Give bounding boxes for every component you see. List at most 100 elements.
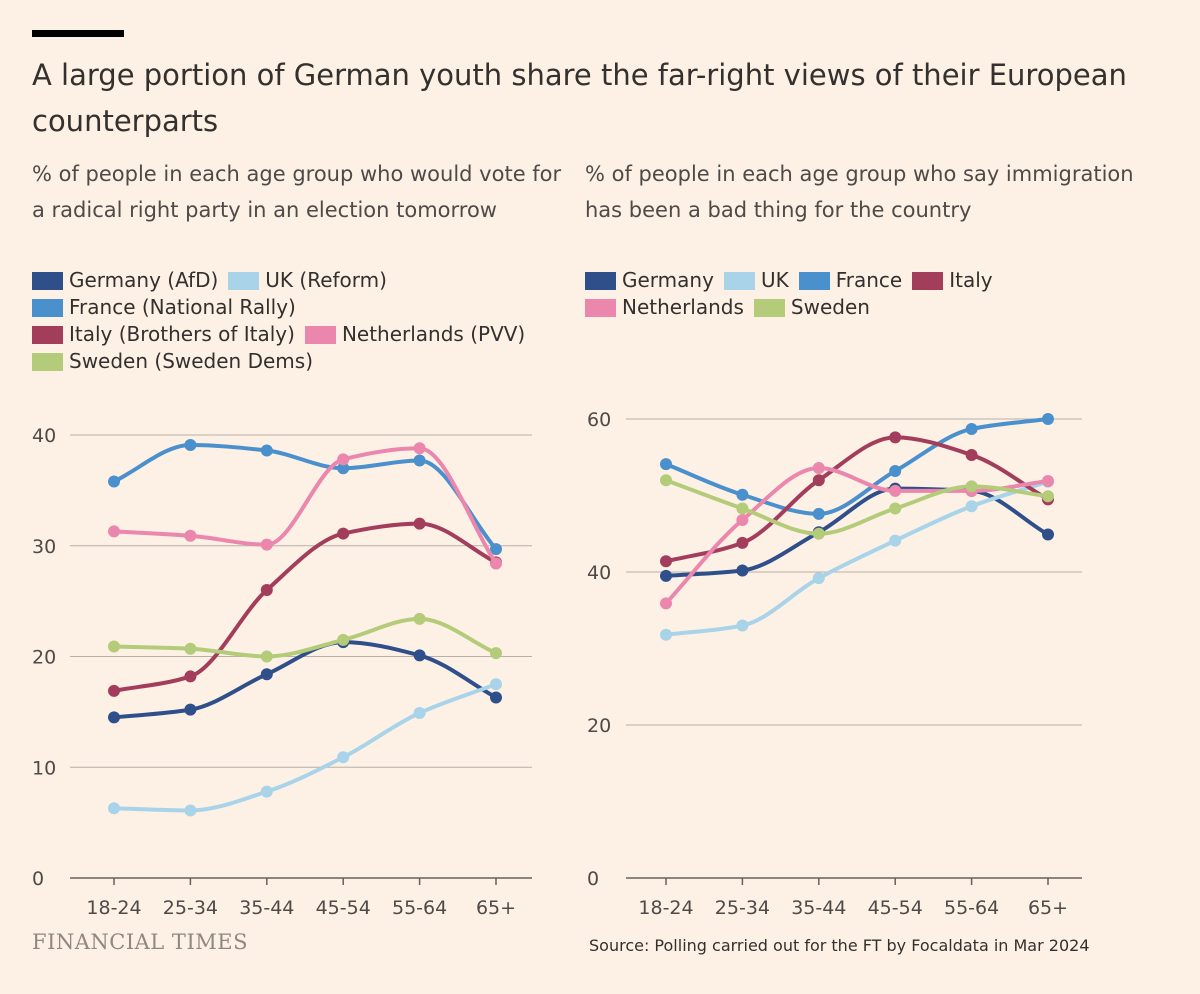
- legend-label: UK: [760, 268, 789, 292]
- legend-row: France (National Rally): [32, 294, 572, 321]
- left-x-tick-label: 65+: [476, 897, 516, 919]
- left-point-netherlands-pvv-55-64: [413, 442, 426, 455]
- legend-item-italy-brothers-of-italy: Italy (Brothers of Italy): [32, 321, 295, 348]
- legend-label: France: [835, 268, 903, 292]
- legend-label: France (National Rally): [69, 295, 296, 319]
- right-line-chart: 0 20 40 60 18-24 25-34 35-44 45-54 55-64 65+: [587, 409, 1082, 919]
- legend-item-sweden: Sweden: [753, 294, 870, 321]
- legend-swatch: [912, 271, 944, 290]
- right-point-sweden-45-54: [889, 502, 902, 515]
- legend-swatch: [32, 325, 63, 344]
- left-y-tick-label: 20: [32, 647, 56, 669]
- right-series-netherlands: [660, 461, 1054, 610]
- legend-label: Netherlands: [622, 295, 744, 319]
- left-x-tick-label: 18-24: [86, 897, 141, 919]
- left-x-tick-label: 45-54: [316, 897, 371, 919]
- left-point-france-national-rally-55-64: [413, 454, 426, 467]
- left-chart-legend: Germany (AfD) UK (Reform) France (National…: [32, 267, 572, 375]
- left-point-germany-afd-55-64: [413, 649, 426, 662]
- right-x-tick-label: 35-44: [791, 897, 846, 919]
- legend-item-netherlands-pvv: Netherlands (PVV): [304, 321, 526, 348]
- legend-label: UK (Reform): [265, 268, 387, 292]
- left-point-netherlands-pvv-65+: [490, 557, 502, 570]
- right-chart-legend: Germany UK France Italy Netherlands Sweden: [585, 267, 1105, 321]
- left-x-tick-label: 35-44: [239, 897, 294, 919]
- left-line-italy-brothers-of-italy: [112, 521, 498, 693]
- left-point-uk-reform-35-44: [260, 785, 273, 798]
- left-point-italy-brothers-of-italy-35-44: [260, 584, 273, 597]
- left-point-france-national-rally-45-54: [337, 462, 350, 475]
- legend-swatch: [32, 298, 63, 317]
- left-y-tick-label: 30: [32, 536, 56, 558]
- left-point-uk-reform-18-24: [108, 802, 120, 815]
- legend-swatch: [798, 271, 830, 290]
- right-point-sweden-18-24: [660, 474, 672, 487]
- right-point-france-35-44: [812, 507, 825, 520]
- left-y-tick-label: 0: [32, 868, 44, 890]
- right-y-tick-label: 60: [587, 409, 611, 431]
- right-point-france-25-34: [736, 488, 749, 501]
- left-point-france-national-rally-25-34: [184, 438, 197, 451]
- right-point-sweden-35-44: [812, 527, 825, 540]
- right-x-tick-label: 18-24: [638, 897, 693, 919]
- left-x-tick-label: 55-64: [392, 897, 447, 919]
- right-point-germany-65+: [1042, 528, 1054, 541]
- right-point-netherlands-25-34: [736, 513, 749, 526]
- right-y-tick-label: 0: [587, 868, 599, 890]
- left-point-netherlands-pvv-18-24: [108, 525, 120, 538]
- legend-row: Netherlands Sweden: [585, 294, 1105, 321]
- legend-item-sweden-sweden-dems: Sweden (Sweden Dems): [32, 348, 313, 375]
- legend-label: Italy: [949, 268, 993, 292]
- legend-swatch: [304, 325, 336, 344]
- legend-swatch: [32, 352, 63, 371]
- right-point-uk-55-64: [965, 500, 978, 513]
- left-series-france-national-rally: [108, 438, 502, 556]
- legend-item-uk-reform: UK (Reform): [228, 267, 387, 294]
- left-line-france-national-rally: [112, 442, 498, 552]
- right-point-france-65+: [1042, 413, 1054, 425]
- right-point-france-45-54: [889, 465, 902, 478]
- legend-swatch: [723, 271, 755, 290]
- legend-item-italy: Italy: [912, 267, 993, 294]
- legend-swatch: [228, 271, 260, 290]
- right-y-tick-label: 20: [587, 715, 611, 737]
- left-point-sweden-sweden-dems-65+: [490, 647, 502, 660]
- right-point-italy-55-64: [965, 448, 978, 461]
- left-point-germany-afd-18-24: [108, 711, 120, 724]
- right-point-netherlands-35-44: [812, 461, 825, 474]
- right-chart-subtitle: % of people in each age group who say im…: [585, 162, 1134, 222]
- left-point-france-national-rally-35-44: [260, 444, 273, 457]
- left-point-sweden-sweden-dems-18-24: [108, 640, 120, 653]
- right-point-sweden-65+: [1042, 490, 1054, 503]
- left-point-netherlands-pvv-25-34: [184, 529, 197, 542]
- legend-swatch: [753, 298, 785, 317]
- left-point-uk-reform-45-54: [337, 751, 350, 764]
- right-point-sweden-25-34: [736, 502, 749, 515]
- right-point-sweden-55-64: [965, 480, 978, 493]
- legend-label: Sweden: [790, 295, 870, 319]
- legend-swatch: [585, 271, 616, 290]
- right-series-sweden: [660, 474, 1054, 540]
- legend-label: Germany: [622, 268, 714, 292]
- right-point-italy-45-54: [889, 431, 902, 444]
- legend-item-france-national-rally: France (National Rally): [32, 294, 296, 321]
- legend-row: Sweden (Sweden Dems): [32, 348, 572, 375]
- left-point-france-national-rally-65+: [490, 543, 502, 556]
- right-x-tick-label: 65+: [1028, 897, 1068, 919]
- left-point-germany-afd-65+: [490, 691, 502, 704]
- legend-item-germany-afd: Germany (AfD): [32, 267, 218, 294]
- left-series-italy-brothers-of-italy: [108, 517, 502, 697]
- left-point-germany-afd-35-44: [260, 668, 273, 681]
- left-point-sweden-sweden-dems-55-64: [413, 612, 426, 625]
- right-point-netherlands-18-24: [660, 597, 672, 610]
- left-x-tick-label: 25-34: [163, 897, 218, 919]
- right-point-netherlands-65+: [1042, 474, 1054, 487]
- left-line-uk-reform: [112, 682, 498, 813]
- left-line-chart: 0 10 20 30 40 18-24 25-34 35-44 45-54 55-64 65+: [32, 425, 532, 919]
- left-series-uk-reform: [108, 678, 502, 817]
- legend-label: Netherlands (PVV): [341, 322, 526, 346]
- right-point-uk-45-54: [889, 534, 902, 547]
- legend-item-uk: UK: [723, 267, 789, 294]
- left-point-uk-reform-25-34: [184, 804, 197, 817]
- right-point-france-55-64: [965, 422, 978, 435]
